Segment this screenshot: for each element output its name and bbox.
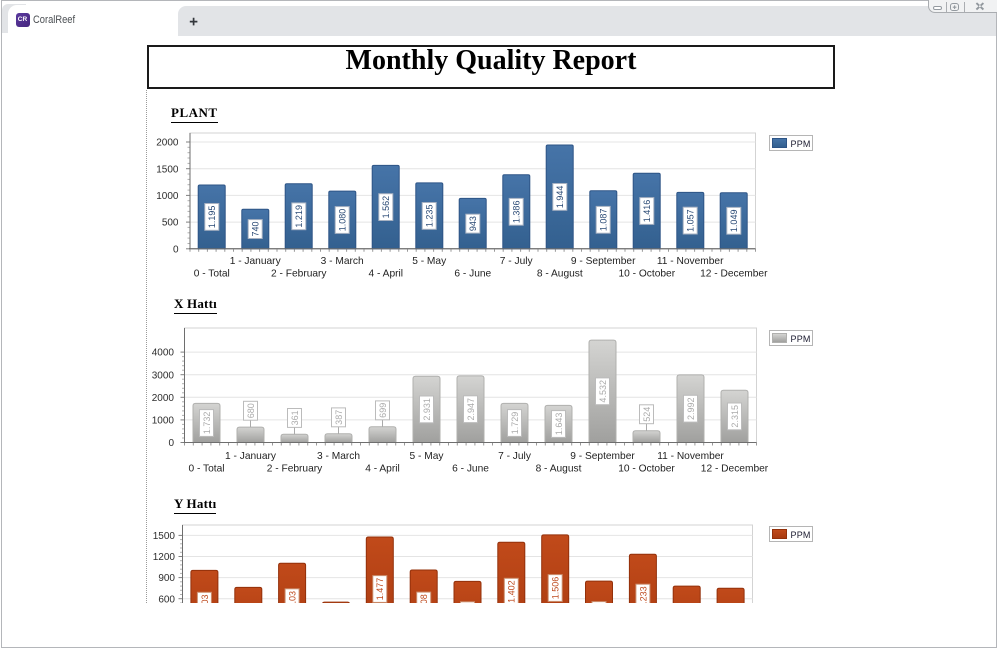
svg-text:4 - April: 4 - April	[369, 268, 404, 279]
svg-text:4.532: 4.532	[598, 380, 608, 403]
svg-text:1 - January: 1 - January	[230, 256, 282, 267]
svg-text:10 - October: 10 - October	[618, 464, 675, 475]
svg-text:11 - November: 11 - November	[657, 451, 724, 462]
svg-text:2 - February: 2 - February	[271, 268, 327, 279]
svg-text:1.643: 1.643	[554, 413, 564, 436]
svg-text:740: 740	[251, 221, 261, 236]
svg-text:1.087: 1.087	[599, 209, 609, 232]
svg-text:361: 361	[290, 410, 300, 425]
svg-text:1000: 1000	[156, 191, 179, 202]
svg-text:8 - August: 8 - August	[536, 464, 582, 475]
svg-text:779: 779	[682, 606, 692, 621]
svg-text:1.003: 1.003	[200, 594, 210, 617]
svg-text:1.944: 1.944	[555, 186, 565, 209]
svg-text:1.386: 1.386	[512, 201, 522, 224]
svg-text:8 - August: 8 - August	[537, 268, 583, 279]
svg-text:2.315: 2.315	[730, 405, 740, 428]
svg-text:7 - July: 7 - July	[498, 451, 532, 462]
svg-text:2000: 2000	[152, 393, 175, 404]
svg-text:680: 680	[246, 403, 256, 418]
svg-text:699: 699	[378, 403, 388, 418]
svg-text:2.931: 2.931	[422, 398, 432, 421]
svg-text:5 - May: 5 - May	[410, 451, 445, 462]
svg-text:0: 0	[168, 438, 174, 449]
svg-text:6 - June: 6 - June	[454, 268, 491, 279]
svg-text:3000: 3000	[152, 370, 175, 381]
svg-text:1.049: 1.049	[729, 210, 739, 233]
svg-text:1 - January: 1 - January	[225, 451, 277, 462]
svg-text:1.195: 1.195	[207, 206, 217, 229]
svg-text:553: 553	[331, 614, 341, 629]
svg-text:1.729: 1.729	[510, 412, 520, 435]
svg-text:1500: 1500	[153, 531, 176, 542]
svg-text:600: 600	[158, 594, 175, 605]
svg-text:4 - April: 4 - April	[365, 464, 400, 475]
svg-text:1.103: 1.103	[287, 591, 297, 614]
svg-text:846: 846	[463, 604, 473, 619]
svg-text:1.402: 1.402	[507, 580, 517, 603]
svg-text:9 - September: 9 - September	[570, 451, 635, 462]
svg-text:851: 851	[594, 603, 604, 618]
svg-text:0: 0	[173, 244, 179, 255]
svg-text:300: 300	[158, 616, 175, 627]
svg-text:12 - December: 12 - December	[700, 268, 768, 279]
svg-text:1.219: 1.219	[294, 205, 304, 228]
svg-text:4000: 4000	[152, 348, 175, 359]
svg-text:761: 761	[244, 607, 254, 622]
svg-text:1.416: 1.416	[642, 200, 652, 223]
svg-text:0 - Total: 0 - Total	[188, 464, 224, 475]
svg-text:1.506: 1.506	[551, 577, 561, 600]
svg-text:1.477: 1.477	[375, 578, 385, 601]
svg-text:10 - October: 10 - October	[618, 268, 675, 279]
svg-text:12 - December: 12 - December	[701, 464, 769, 475]
svg-text:1.562: 1.562	[381, 196, 391, 219]
svg-text:943: 943	[468, 216, 478, 231]
svg-text:1.235: 1.235	[425, 205, 435, 228]
svg-text:1.008: 1.008	[419, 594, 429, 617]
svg-text:7 - July: 7 - July	[500, 256, 534, 267]
svg-text:11 - November: 11 - November	[657, 256, 724, 267]
svg-text:500: 500	[162, 218, 179, 229]
svg-text:900: 900	[158, 573, 175, 584]
svg-text:1000: 1000	[152, 416, 175, 427]
svg-text:387: 387	[334, 410, 344, 425]
svg-text:1.057: 1.057	[686, 209, 696, 232]
svg-text:2 - February: 2 - February	[267, 464, 323, 475]
svg-text:9 - September: 9 - September	[571, 256, 636, 267]
svg-text:2.992: 2.992	[686, 397, 696, 420]
svg-text:1.233: 1.233	[638, 586, 648, 609]
svg-text:0: 0	[169, 637, 175, 648]
svg-text:750: 750	[726, 607, 736, 622]
svg-text:1.732: 1.732	[202, 412, 212, 435]
svg-text:3 - March: 3 - March	[317, 451, 360, 462]
svg-text:524: 524	[642, 407, 652, 422]
svg-text:1.080: 1.080	[338, 209, 348, 232]
svg-text:6 - June: 6 - June	[452, 464, 489, 475]
svg-text:1200: 1200	[153, 552, 176, 563]
svg-text:5 - May: 5 - May	[412, 256, 447, 267]
svg-text:2.947: 2.947	[466, 398, 476, 421]
svg-text:3 - March: 3 - March	[321, 256, 364, 267]
svg-text:2000: 2000	[156, 138, 179, 149]
svg-text:0 - Total: 0 - Total	[194, 268, 230, 279]
svg-text:1500: 1500	[156, 164, 179, 175]
